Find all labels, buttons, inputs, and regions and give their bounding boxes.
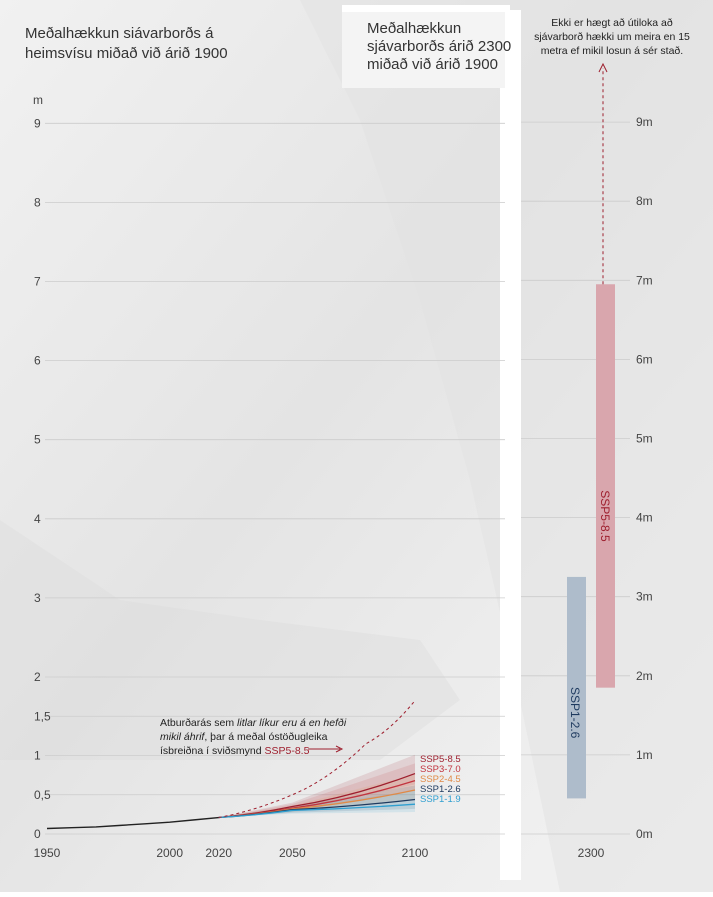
right-title-box	[342, 12, 507, 88]
bar-ssp585	[596, 284, 615, 688]
legend-entry: SSP3-7.0	[420, 764, 461, 775]
y-unit-label: m	[33, 93, 43, 107]
left-y-tick-label: 2	[34, 670, 41, 684]
annotation-line-2-italic: mikil áhrif	[160, 731, 205, 743]
left-x-tick-label: 2100	[402, 846, 429, 860]
right-y-tick-label: 6m	[636, 352, 653, 366]
arrow-15m-head	[598, 62, 608, 73]
right-y-tick-label: 9m	[636, 115, 653, 129]
left-y-tick-label: 7	[34, 275, 41, 289]
left-y-tick-label: 6	[34, 354, 41, 368]
right-title-line-1: Meðalhækkun	[367, 20, 461, 37]
right-y-tick-label: 1m	[636, 748, 653, 762]
left-y-tick-label: 9	[34, 116, 41, 130]
left-y-tick-label: 5	[34, 433, 41, 447]
left-x-tick-label: 2050	[279, 846, 306, 860]
right-y-tick-label: 4m	[636, 511, 653, 525]
right-note-line-2: sjávarborð hækki um meira en 15	[534, 31, 690, 43]
legend-entry: SSP1-2.6	[420, 784, 461, 795]
scenario-line	[218, 803, 416, 819]
left-x-tick-label: 1950	[34, 846, 61, 860]
annotation-line-1-text: Atburðarás sem	[160, 717, 237, 729]
left-y-tick-label: 8	[34, 195, 41, 209]
left-y-tick-label: 0,5	[34, 788, 51, 802]
annotation-line-2: mikil áhrif, þar á meðal óstöðugleika	[160, 731, 328, 743]
bar-ssp126-label: SSP1-2.6	[568, 687, 582, 739]
right-x-tick-label: 2300	[578, 846, 605, 860]
panel-gap	[505, 10, 521, 880]
left-y-tick-label: 3	[34, 591, 41, 605]
scenario-range	[218, 785, 415, 818]
annotation-line-2-text: , þar á meðal óstöðugleika	[204, 731, 327, 743]
historical-line	[46, 816, 219, 830]
left-x-tick-label: 2020	[205, 846, 232, 860]
left-y-tick-labels: 0 0,5 1 1,5 2 3 4 5 6 7 8 9	[34, 116, 51, 841]
left-y-tick-label: 1	[34, 749, 41, 763]
left-y-tick-label: 0	[34, 827, 41, 841]
annotation-line-3: ísbreiðna í sviðsmynd SSP5-8.5	[160, 745, 310, 757]
left-y-tick-label: 1,5	[34, 709, 51, 723]
right-title-line-3: miðað við árið 1900	[367, 56, 498, 73]
left-title-line-2: heimsvísu miðað við árið 1900	[25, 45, 228, 62]
right-note-line-1: Ekki er hægt að útiloka að	[551, 17, 673, 29]
left-y-tick-label: 4	[34, 512, 41, 526]
bar-ssp126	[567, 576, 586, 799]
bar-ssp585-label: SSP5-8.5	[598, 490, 612, 542]
annotation-ssp585: SSP5-8.5	[264, 745, 309, 757]
right-y-tick-labels: 0m 1m 2m 3m 4m 5m 6m 7m 8m 9m 2300	[578, 115, 653, 860]
legend-entry: SSP5-8.5	[420, 754, 461, 765]
annotation-line-1-italic: litlar líkur eru á en hefði	[237, 717, 347, 729]
left-title-line-1: Meðalhækkun siávarborðs á	[25, 25, 214, 42]
left-grid	[45, 122, 505, 835]
scenario-lines	[46, 700, 416, 830]
right-y-tick-label: 0m	[636, 827, 653, 841]
right-y-tick-label: 2m	[636, 669, 653, 683]
left-x-tick-labels: 1950 2000 2020 2050 2100	[34, 846, 429, 860]
bars-2300: SSP1-2.6 SSP5-8.5	[567, 62, 615, 799]
annotation-line-1: Atburðarás sem litlar líkur eru á en hef…	[160, 717, 347, 729]
right-y-tick-label: 5m	[636, 432, 653, 446]
left-x-tick-label: 2000	[156, 846, 183, 860]
right-y-tick-label: 7m	[636, 273, 653, 287]
right-note-line-3: metra ef mikil losun á sér stað.	[541, 45, 683, 57]
legend-entry: SSP1-1.9	[420, 794, 461, 805]
right-title-line-2: sjávarborðs árið 2300	[367, 38, 511, 55]
annotation-arrow-head	[335, 745, 344, 753]
right-y-tick-label: 8m	[636, 194, 653, 208]
ice-texture-2	[0, 520, 460, 760]
right-y-tick-label: 3m	[636, 590, 653, 604]
legend-entry: SSP2-4.5	[420, 774, 461, 785]
annotation-line-3-text: ísbreiðna í sviðsmynd	[160, 745, 264, 757]
